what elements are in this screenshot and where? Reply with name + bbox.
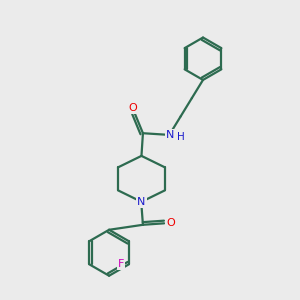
Text: H: H — [177, 132, 184, 142]
Text: O: O — [166, 218, 175, 228]
Text: N: N — [166, 130, 175, 140]
Text: N: N — [137, 197, 146, 207]
Text: F: F — [118, 259, 124, 269]
Text: O: O — [129, 103, 138, 113]
